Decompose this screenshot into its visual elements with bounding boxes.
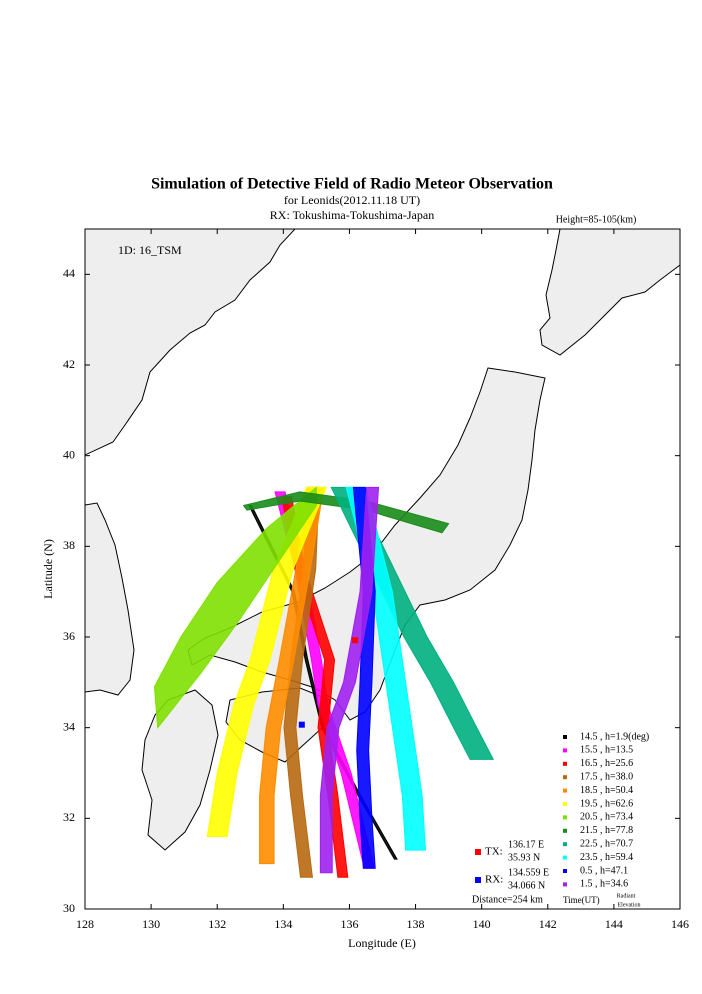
legend-swatch — [563, 842, 567, 847]
y-tick-label: 32 — [63, 810, 75, 824]
x-tick-label: 130 — [142, 917, 160, 931]
legend-label: 16.5 , h=25.6 — [580, 758, 633, 769]
chart-subtitle: for Leonids(2012.11.18 UT) — [284, 193, 420, 207]
y-tick-label: 40 — [63, 447, 75, 461]
legend-label: 0.5 , h=47.1 — [580, 865, 628, 876]
legend-label: 20.5 , h=73.4 — [580, 812, 633, 823]
legend-label: 21.5 , h=77.8 — [580, 825, 633, 836]
x-tick-label: 146 — [671, 917, 689, 931]
legend-label: 15.5 , h=13.5 — [580, 745, 633, 756]
swath — [345, 486, 427, 851]
y-tick-label: 30 — [63, 901, 75, 915]
station-lon: 134.559 E — [508, 867, 549, 878]
x-tick-label: 134 — [274, 917, 292, 931]
legend-footer: Time(UT) — [563, 895, 600, 905]
hokkaido — [539, 229, 680, 356]
legend-footer-note: Radiant — [617, 893, 636, 899]
legend-swatch — [563, 802, 567, 806]
legend-swatch — [563, 828, 567, 833]
korea — [85, 502, 135, 696]
legend-swatch — [563, 855, 567, 860]
legend-label: 17.5 , h=38.0 — [580, 771, 633, 782]
receiver-label: RX: Tokushima-Tokushima-Japan — [270, 208, 434, 222]
station-label: TX: — [485, 846, 503, 858]
station-marker — [352, 637, 359, 644]
legend-swatch — [563, 815, 567, 820]
y-tick-label: 42 — [63, 357, 75, 371]
y-tick-label: 44 — [63, 266, 75, 280]
x-tick-label: 140 — [473, 917, 491, 931]
y-tick-label: 36 — [63, 629, 75, 643]
y-axis-label: Latitude (N) — [41, 539, 55, 599]
legend-swatch — [563, 748, 567, 753]
y-tick-label: 34 — [63, 719, 75, 733]
height-label: Height=85-105(km) — [556, 214, 637, 225]
legend-swatch — [563, 882, 567, 887]
swath — [319, 486, 380, 874]
id-label: 1D: 16_TSM — [118, 243, 182, 257]
station-legend-marker — [475, 849, 481, 855]
mainland — [85, 229, 296, 456]
chart-title: Simulation of Detective Field of Radio M… — [151, 176, 553, 193]
station-marker — [298, 721, 305, 728]
swath — [153, 486, 317, 729]
distance-label: Distance=254 km — [472, 894, 543, 905]
kyushu — [141, 689, 219, 851]
swath — [206, 486, 328, 837]
legend-footer-note: Elevation — [618, 902, 641, 908]
legend-label: 18.5 , h=50.4 — [580, 785, 633, 796]
legend-swatch — [563, 775, 567, 780]
x-tick-label: 138 — [407, 917, 425, 931]
plot-frame — [84, 228, 681, 910]
station-lon: 136.17 E — [508, 839, 544, 850]
swaths — [153, 486, 495, 878]
station-lat: 35.93 N — [508, 852, 540, 863]
x-tick-label: 132 — [208, 917, 226, 931]
legend-label: 23.5 , h=59.4 — [580, 852, 633, 863]
station-lat: 34.066 N — [508, 880, 545, 891]
legend-label: 14.5 , h=1.9(deg) — [580, 731, 649, 742]
legend-swatch — [563, 761, 567, 766]
legend-label: 1.5 , h=34.6 — [580, 879, 628, 890]
swath — [259, 486, 325, 865]
legend-swatch — [563, 869, 567, 873]
x-tick-label: 142 — [539, 917, 557, 931]
x-tick-label: 128 — [76, 917, 94, 931]
legend-label: 19.5 , h=62.6 — [580, 798, 633, 809]
x-axis-label: Longitude (E) — [348, 936, 416, 950]
legend-swatch — [563, 735, 567, 739]
legend-label: 22.5 , h=70.7 — [580, 838, 633, 849]
x-tick-label: 144 — [605, 917, 623, 931]
station-label: RX: — [485, 874, 503, 886]
x-tick-label: 136 — [340, 917, 358, 931]
y-tick-label: 38 — [63, 538, 75, 552]
station-legend-marker — [475, 877, 481, 883]
legend-swatch — [563, 788, 567, 793]
